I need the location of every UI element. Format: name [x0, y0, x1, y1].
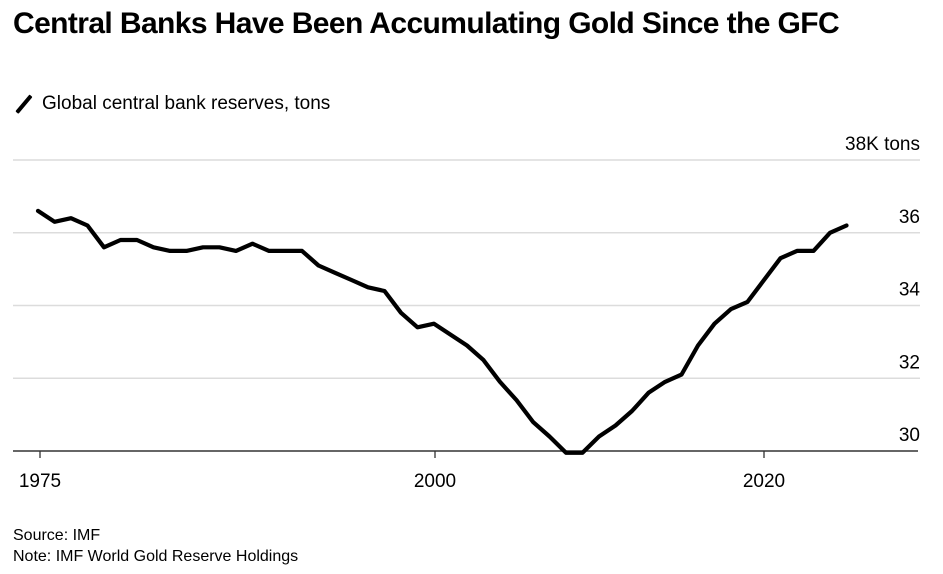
series-line — [35, 208, 849, 455]
y-tick-label: 32 — [899, 352, 920, 373]
y-tick-label: 38K tons — [845, 134, 920, 155]
legend-label: Global central bank reserves, tons — [42, 93, 331, 114]
x-tick-label: 2020 — [743, 471, 785, 492]
source-note: Source: IMF — [13, 527, 101, 544]
y-tick-label: 34 — [899, 280, 921, 301]
chart-title: Central Banks Have Been Accumulating Gol… — [13, 7, 840, 40]
x-tick-label: 1975 — [19, 471, 61, 492]
y-tick-label: 30 — [899, 425, 920, 446]
legend: Global central bank reserves, tons — [13, 92, 330, 116]
y-tick-label: 36 — [899, 207, 920, 228]
footnote: Note: IMF World Gold Reserve Holdings — [13, 548, 299, 565]
x-tick-label: 2000 — [414, 471, 456, 492]
